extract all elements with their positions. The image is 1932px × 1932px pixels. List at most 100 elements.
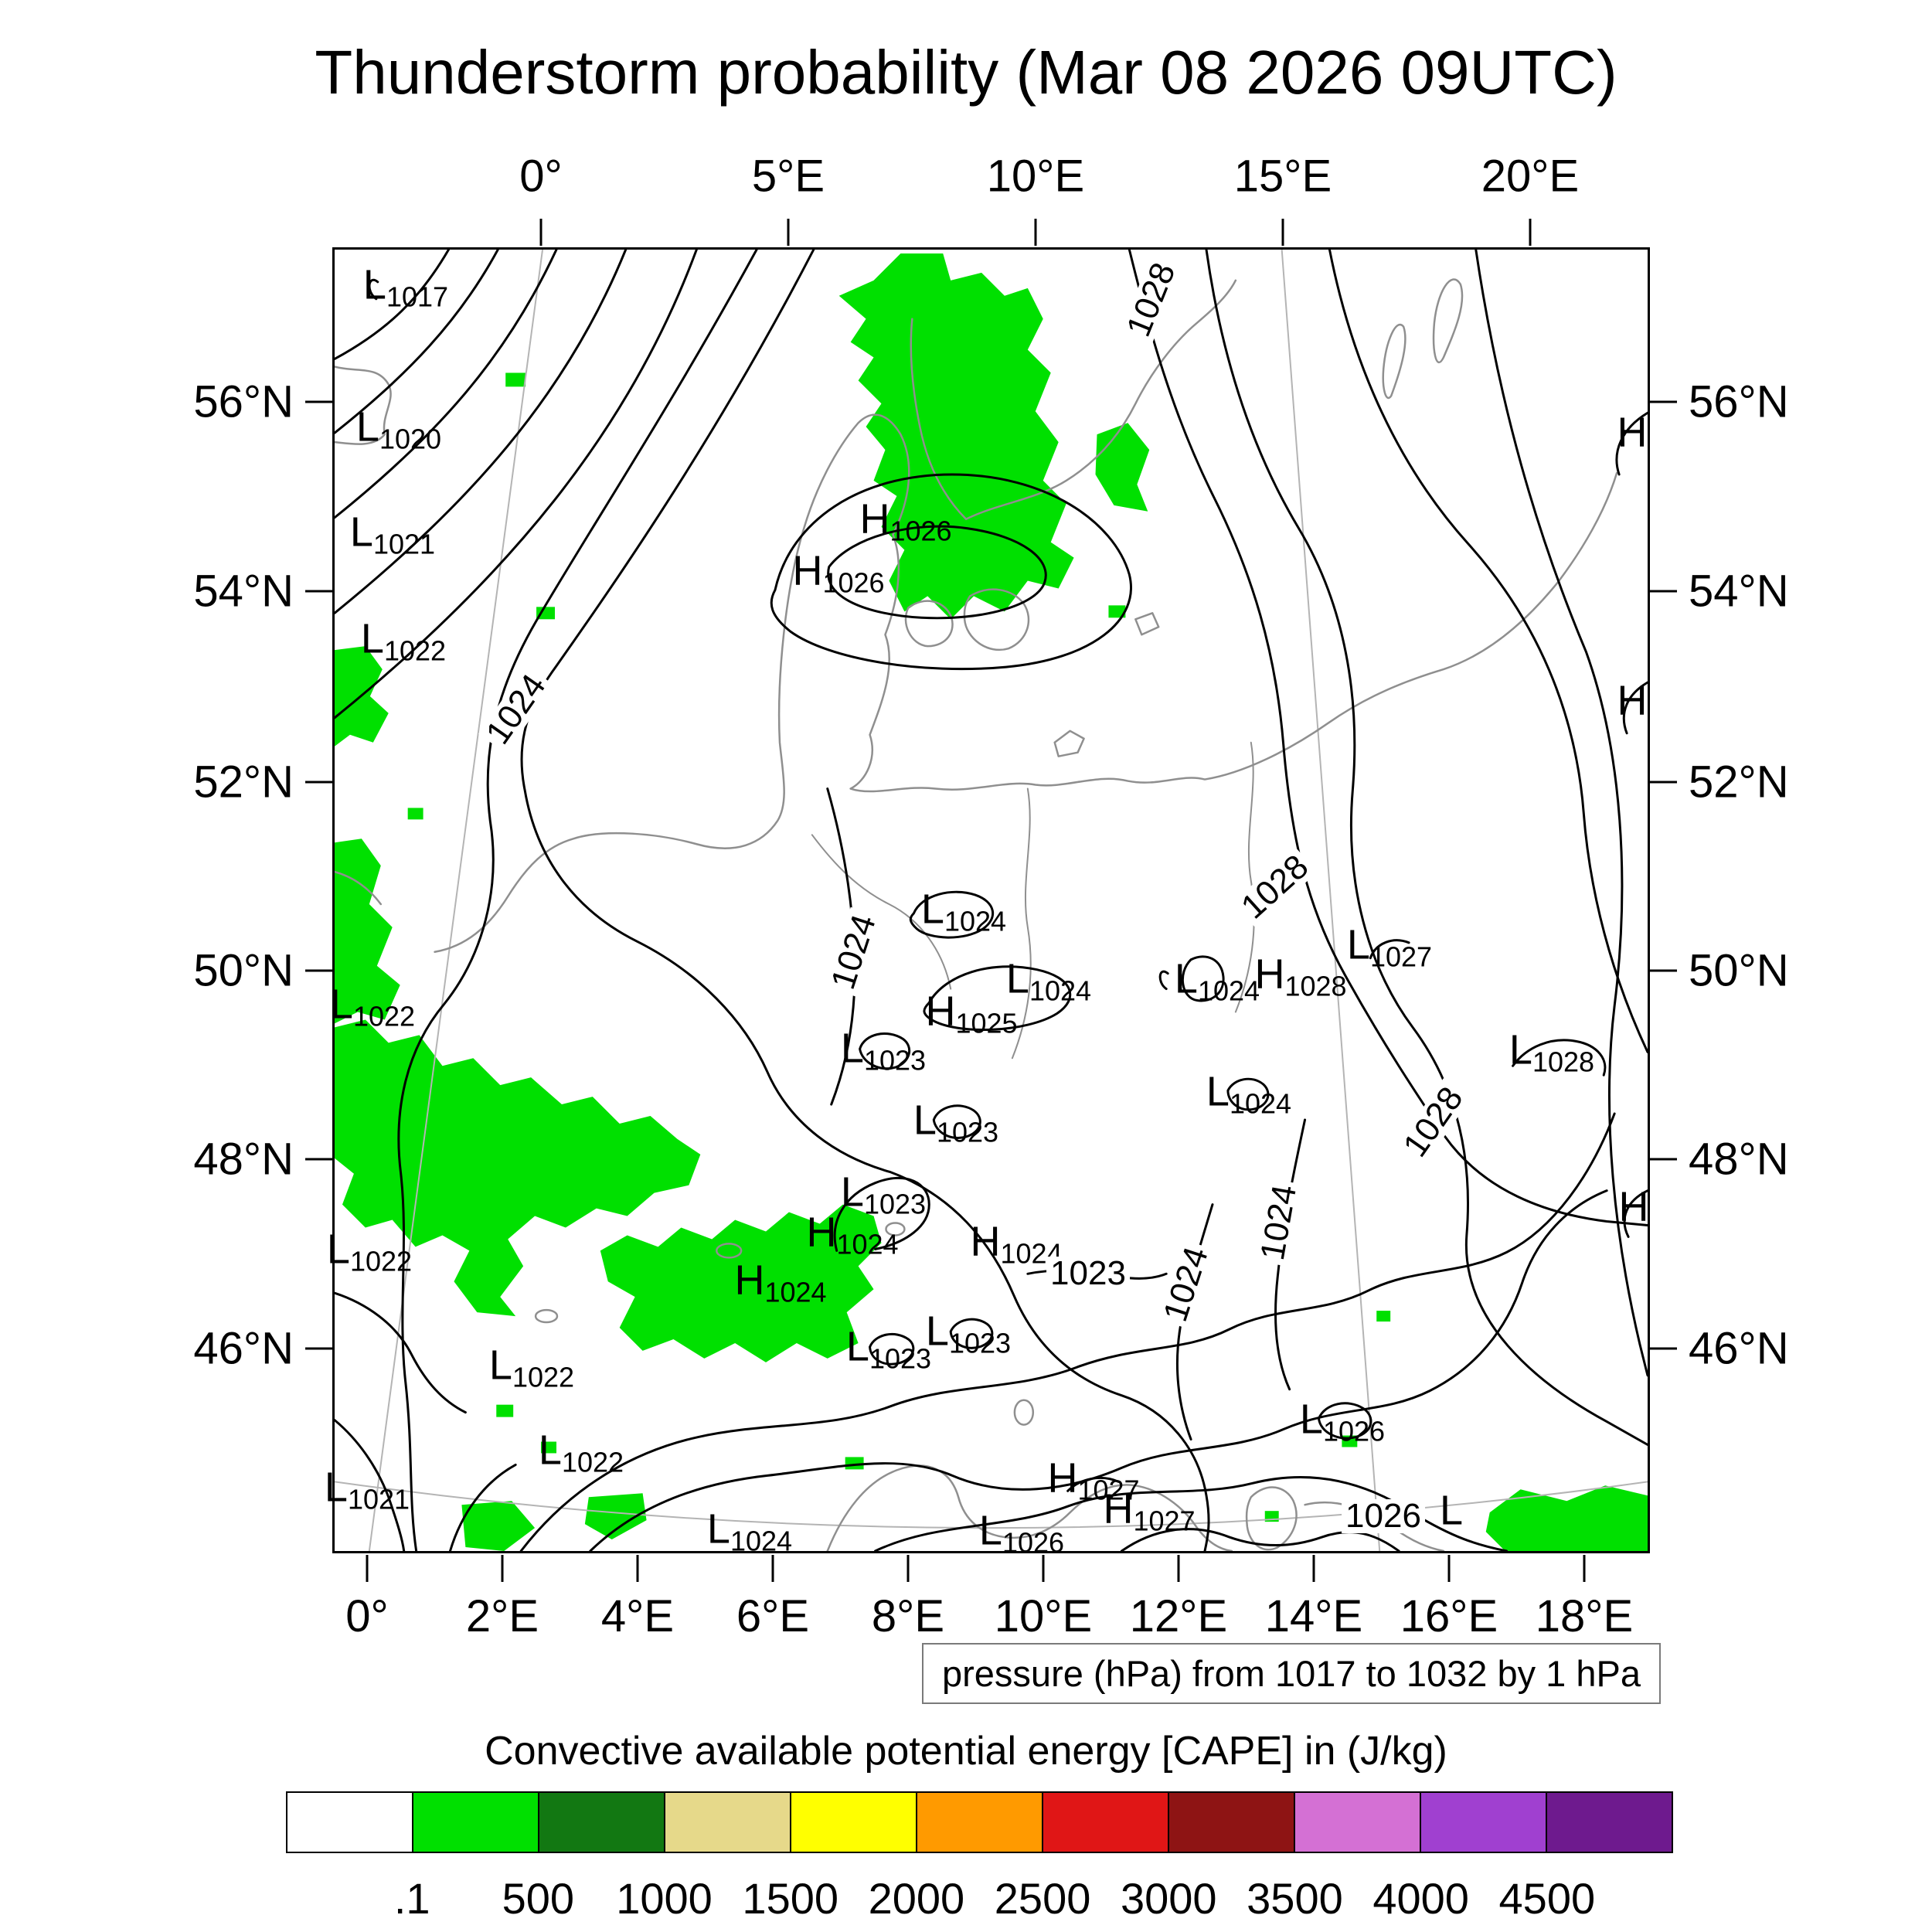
- pressure-letter: H: [734, 1257, 765, 1304]
- pressure-letter: H: [792, 547, 823, 594]
- top-tick-mark: [787, 219, 790, 246]
- left-axis-label: 56°N: [193, 376, 294, 427]
- pressure-cape-map: [335, 250, 1648, 1551]
- pressure-value: 1023: [948, 1327, 1012, 1359]
- coastlines: [335, 278, 1618, 1551]
- pressure-letter: L: [845, 1323, 869, 1370]
- pressure-center-h: H: [1619, 1186, 1649, 1233]
- pressure-center-l: L: [1440, 1490, 1463, 1537]
- pressure-letter: L: [349, 509, 373, 556]
- pressure-value: 1024: [764, 1276, 827, 1308]
- right-axis-label: 46°N: [1689, 1323, 1789, 1374]
- pressure-letter: H: [1047, 1454, 1078, 1502]
- pressure-center-l: L1024: [1006, 958, 1091, 1005]
- pressure-center-l: L1027: [1347, 924, 1432, 971]
- pressure-value: 1020: [379, 423, 442, 455]
- bottom-axis-label: 14°E: [1264, 1591, 1363, 1641]
- bottom-tick-mark: [1042, 1555, 1045, 1582]
- colorbar-tick-label: 500: [502, 1874, 575, 1923]
- pressure-center-l: L1021: [325, 1467, 410, 1514]
- right-axis-label: 52°N: [1689, 757, 1789, 808]
- bottom-axis-label: 6°E: [736, 1591, 810, 1641]
- pressure-letter: L: [1174, 955, 1198, 1002]
- pressure-center-h: H1026: [792, 550, 884, 597]
- pressure-value: 1026: [889, 515, 952, 547]
- right-axis-label: 54°N: [1689, 566, 1789, 617]
- pressure-center-h: H1028: [1254, 954, 1346, 1001]
- colorbar-cell: [1420, 1793, 1546, 1852]
- pressure-center-l: L1023: [841, 1172, 926, 1219]
- pressure-value: 1025: [955, 1007, 1018, 1039]
- pressure-center-l: L1020: [356, 406, 441, 454]
- pressure-caption-box: pressure (hPa) from 1017 to 1032 by 1 hP…: [922, 1643, 1661, 1704]
- cape-colorbar: [286, 1791, 1673, 1853]
- pressure-letter: H: [859, 495, 890, 543]
- pressure-center-l: L1024: [707, 1509, 792, 1556]
- top-axis-label: 15°E: [1233, 151, 1332, 202]
- bottom-tick-mark: [1312, 1555, 1315, 1582]
- colorbar-cell: [538, 1793, 664, 1852]
- right-axis-label: 50°N: [1689, 945, 1789, 996]
- bottom-tick-mark: [906, 1555, 910, 1582]
- colorbar-cell: [664, 1793, 790, 1852]
- pressure-center-h: H1027: [1103, 1488, 1195, 1536]
- left-tick-mark: [305, 590, 332, 593]
- pressure-letter: L: [706, 1505, 730, 1553]
- pressure-center-l: L1023: [913, 1100, 998, 1147]
- map-frame: [332, 247, 1650, 1553]
- pressure-letter: L: [840, 1025, 864, 1072]
- pressure-value: 1028: [1532, 1046, 1595, 1078]
- top-axis-label: 5°E: [751, 151, 825, 202]
- pressure-letter: L: [978, 1507, 1002, 1554]
- pressure-letter: L: [360, 615, 384, 662]
- pressure-value: 1026: [1322, 1415, 1386, 1447]
- bottom-axis-label: 2°E: [465, 1591, 539, 1641]
- pressure-value: 1024: [944, 905, 1007, 937]
- pressure-letter: L: [355, 403, 379, 451]
- pressure-center-h: H1026: [859, 498, 951, 546]
- pressure-letter: H: [1103, 1485, 1134, 1532]
- pressure-letter: L: [329, 981, 353, 1028]
- pressure-letter: H: [925, 988, 956, 1035]
- left-tick-mark: [305, 781, 332, 784]
- left-axis-label: 48°N: [193, 1134, 294, 1185]
- pressure-center-l: L1022: [539, 1430, 624, 1477]
- left-axis-label: 46°N: [193, 1323, 294, 1374]
- pressure-letter: H: [1254, 951, 1285, 998]
- pressure-letter: H: [806, 1209, 837, 1256]
- bottom-axis-label: 10°E: [994, 1591, 1093, 1641]
- pressure-value: 1022: [561, 1446, 624, 1478]
- pressure-value: 1022: [512, 1361, 575, 1393]
- right-axis-label: 56°N: [1689, 376, 1789, 427]
- top-axis-label: 0°: [519, 151, 563, 202]
- colorbar-tick-label: 4000: [1372, 1874, 1469, 1923]
- bottom-axis-label: 4°E: [600, 1591, 675, 1641]
- pressure-center-l: L1023: [926, 1311, 1011, 1358]
- pressure-center-l: L1024: [1175, 958, 1260, 1005]
- pressure-letter: L: [920, 886, 944, 933]
- pressure-center-h: H1024: [734, 1260, 826, 1307]
- pressure-center-l: L1024: [1206, 1071, 1291, 1118]
- top-tick-mark: [1281, 219, 1284, 246]
- bottom-axis-label: 12°E: [1129, 1591, 1228, 1641]
- pressure-center-l: L1023: [846, 1326, 931, 1373]
- pressure-center-h: H: [1617, 412, 1648, 459]
- pressure-value: 1023: [869, 1342, 932, 1375]
- colorbar-tick-label: 3500: [1247, 1874, 1343, 1923]
- colorbar-tick-label: 1500: [742, 1874, 839, 1923]
- pressure-center-l: L1022: [489, 1345, 574, 1392]
- top-tick-mark: [539, 219, 543, 246]
- bottom-axis-label: 0°: [345, 1591, 389, 1641]
- pressure-center-l: L1023: [841, 1028, 926, 1075]
- pressure-value: 1024: [1197, 975, 1260, 1007]
- right-tick-mark: [1650, 590, 1677, 593]
- pressure-value: 1023: [863, 1188, 927, 1220]
- colorbar-tick-label: .1: [393, 1874, 430, 1923]
- bottom-tick-mark: [1583, 1555, 1586, 1582]
- pressure-center-l: L1026: [1300, 1399, 1385, 1446]
- colorbar-cell: [1294, 1793, 1420, 1852]
- pressure-letter: L: [326, 1226, 350, 1273]
- left-axis-label: 50°N: [193, 945, 294, 996]
- contour-label: 1023: [1046, 1257, 1130, 1291]
- cape-colorbar-title: Convective available potential energy [C…: [485, 1729, 1447, 1774]
